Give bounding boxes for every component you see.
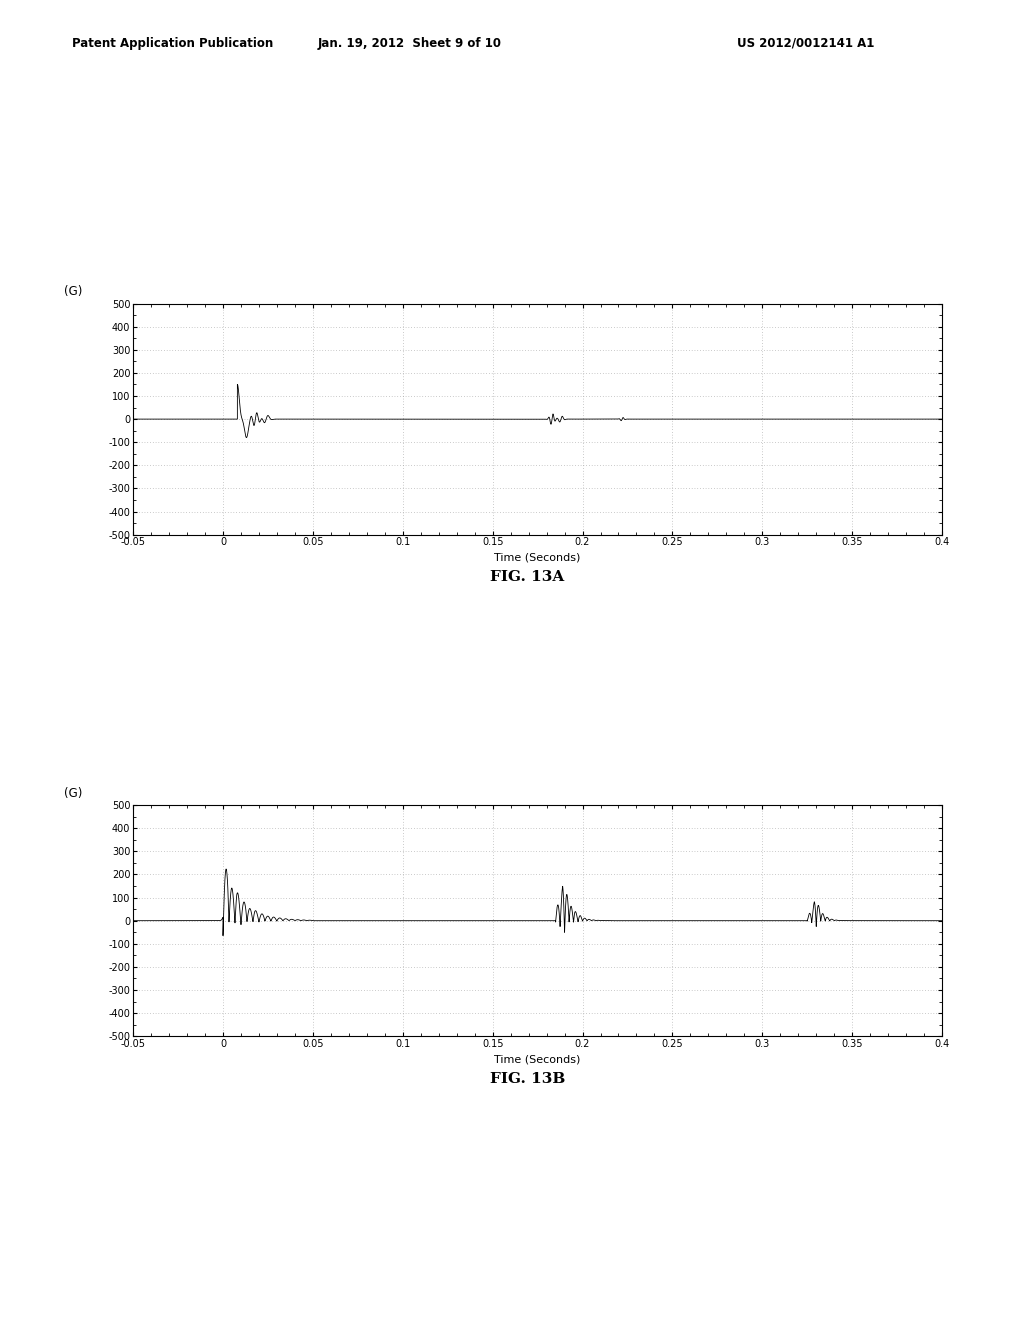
- Text: US 2012/0012141 A1: US 2012/0012141 A1: [737, 37, 874, 50]
- Text: Jan. 19, 2012  Sheet 9 of 10: Jan. 19, 2012 Sheet 9 of 10: [317, 37, 502, 50]
- Text: (G): (G): [65, 787, 83, 800]
- X-axis label: Time (Seconds): Time (Seconds): [495, 553, 581, 562]
- Text: Patent Application Publication: Patent Application Publication: [72, 37, 273, 50]
- Text: FIG. 13A: FIG. 13A: [490, 570, 564, 585]
- Text: FIG. 13B: FIG. 13B: [489, 1072, 565, 1086]
- Text: (G): (G): [65, 285, 83, 298]
- X-axis label: Time (Seconds): Time (Seconds): [495, 1055, 581, 1064]
